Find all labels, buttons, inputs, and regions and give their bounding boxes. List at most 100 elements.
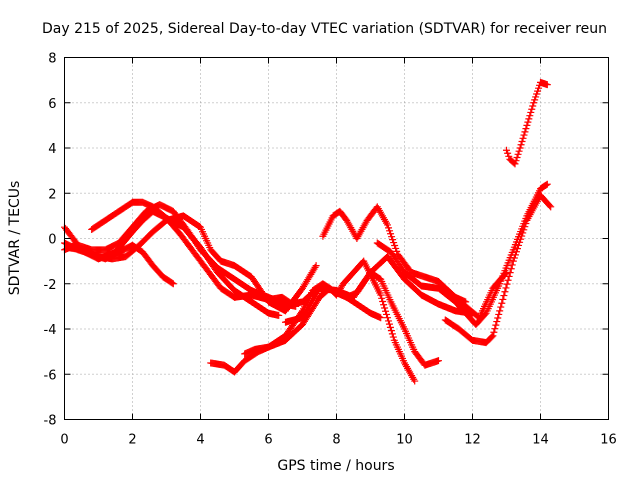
x-tick-label: 14	[532, 433, 549, 448]
data-point	[491, 325, 499, 333]
data-point	[546, 202, 554, 210]
data-point	[523, 121, 531, 129]
x-axis-label: GPS time / hours	[277, 458, 394, 474]
data-point	[388, 233, 396, 241]
data-point	[492, 321, 500, 329]
data-point	[488, 333, 496, 341]
data-point	[543, 180, 551, 188]
data-point	[503, 146, 510, 154]
data-point	[411, 377, 419, 385]
x-tick-label: 12	[464, 433, 481, 448]
data-point	[490, 328, 498, 336]
data-point	[493, 318, 501, 326]
data-point	[509, 257, 517, 265]
series-track-5	[61, 239, 177, 288]
data-point	[512, 157, 520, 165]
data-point	[496, 307, 504, 315]
data-point	[499, 295, 507, 303]
data-point	[380, 301, 388, 309]
data-point	[387, 230, 395, 238]
data-point	[516, 144, 524, 152]
data-point	[547, 203, 555, 211]
data-point	[516, 238, 524, 246]
data-point	[522, 220, 530, 228]
x-tick-label: 16	[600, 433, 617, 448]
x-tick-label: 6	[264, 433, 272, 448]
data-point	[381, 304, 389, 312]
x-tick-label: 0	[60, 433, 68, 448]
data-point	[520, 226, 528, 234]
data-point	[169, 280, 177, 288]
data-point	[525, 115, 533, 123]
data-point	[168, 279, 176, 287]
y-tick-label: -2	[44, 278, 57, 293]
data-point	[521, 128, 529, 136]
data-point	[377, 314, 385, 322]
x-tick-label: 2	[128, 433, 136, 448]
data-point	[385, 224, 393, 232]
data-point	[520, 131, 528, 139]
data-point	[515, 241, 523, 249]
x-tick-label: 10	[396, 433, 413, 448]
data-point	[511, 251, 519, 259]
data-point	[527, 108, 535, 116]
data-point	[497, 303, 505, 311]
data-point	[378, 294, 386, 302]
data-point	[503, 280, 511, 288]
data-point	[275, 311, 283, 319]
data-point	[500, 292, 508, 300]
data-point	[384, 317, 392, 325]
data-point	[498, 299, 506, 307]
data-point	[503, 268, 510, 276]
data-point	[528, 105, 536, 113]
data-point	[386, 227, 394, 235]
data-point	[389, 236, 397, 244]
y-tick-label: -4	[44, 323, 57, 338]
data-point	[489, 332, 497, 340]
data-point	[495, 310, 503, 318]
data-point	[384, 314, 391, 322]
data-point	[392, 244, 400, 252]
data-point	[510, 254, 518, 262]
data-point	[385, 320, 393, 328]
data-point	[501, 288, 509, 296]
data-point	[511, 160, 519, 168]
data-point	[508, 261, 516, 269]
y-axis-label: SDTVAR / TECUs	[7, 181, 23, 296]
y-tick-label: 0	[48, 233, 56, 248]
data-point	[386, 323, 394, 331]
y-tick-label: -8	[44, 414, 57, 429]
data-point	[501, 270, 509, 278]
data-point	[526, 112, 534, 120]
y-tick-label: 4	[48, 142, 56, 157]
data-point	[515, 147, 523, 155]
data-point	[379, 298, 387, 306]
data-point	[513, 154, 521, 162]
data-point	[542, 181, 550, 189]
data-point	[529, 102, 537, 110]
y-tick-label: -6	[44, 368, 57, 383]
data-point	[393, 247, 401, 255]
data-point	[390, 239, 398, 247]
data-point	[517, 235, 525, 243]
series-track-14	[503, 78, 551, 168]
data-point	[504, 149, 512, 157]
data-point	[521, 223, 529, 231]
y-tick-label: 8	[48, 52, 56, 67]
data-point	[384, 221, 391, 229]
data-point	[504, 276, 512, 284]
data-point	[377, 291, 385, 299]
grid	[64, 57, 609, 420]
series-track-10	[333, 253, 476, 317]
data-point	[543, 81, 551, 89]
data-point	[382, 307, 390, 315]
data-point	[391, 242, 399, 250]
x-tick-label: 8	[332, 433, 340, 448]
data-point	[519, 229, 527, 237]
data-point	[435, 357, 442, 365]
data-point	[524, 118, 532, 126]
data-point	[514, 150, 522, 158]
axes: 0 2 4 6 8 10 12 14 16 -8 -6 -4 -2 0 2 4 6 8	[44, 52, 617, 448]
